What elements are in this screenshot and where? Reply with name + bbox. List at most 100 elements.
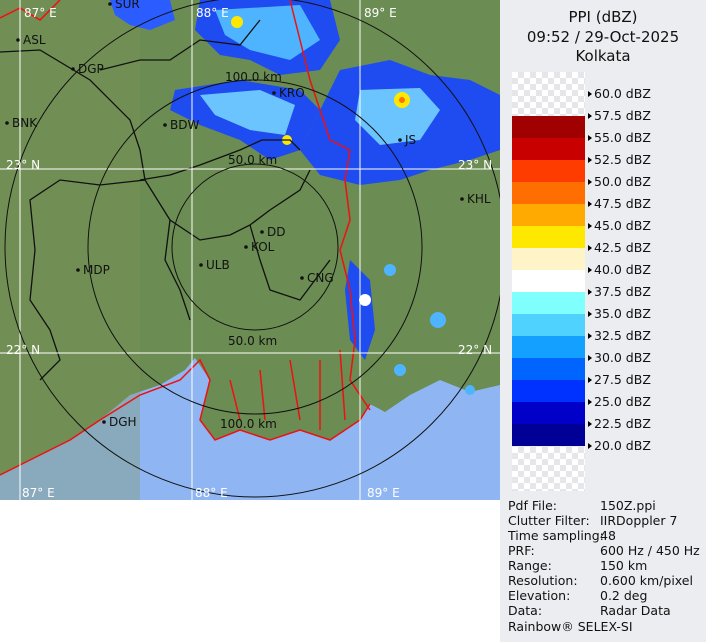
info-row: Clutter Filter: IIRDoppler 7 xyxy=(508,513,677,528)
info-key: PRF: xyxy=(508,543,535,558)
info-row: Elevation: 0.2 deg xyxy=(508,588,647,603)
legend-swatch xyxy=(512,336,585,358)
legend-label: 37.5 dBZ xyxy=(588,285,651,299)
place-dot-icon xyxy=(244,245,248,249)
place-label: DGH xyxy=(109,415,137,429)
info-key: Pdf File: xyxy=(508,498,557,513)
place-label: DGP xyxy=(78,62,104,76)
legend-panel: PPI (dBZ) 09:52 / 29-Oct-2025 Kolkata 60… xyxy=(500,0,706,642)
tick-marker-icon xyxy=(588,245,592,251)
ring-label: 100.0 km xyxy=(220,417,277,431)
legend-label-text: 37.5 dBZ xyxy=(594,284,651,299)
legend-label-text: 47.5 dBZ xyxy=(594,196,651,211)
ring-label: 50.0 km xyxy=(228,334,277,348)
place-label: ULB xyxy=(206,258,230,272)
legend-label: 55.0 dBZ xyxy=(588,131,651,145)
tick-marker-icon xyxy=(588,267,592,273)
tick-marker-icon xyxy=(588,421,592,427)
legend-label: 47.5 dBZ xyxy=(588,197,651,211)
legend-swatch xyxy=(512,116,585,138)
place-marker: CNG xyxy=(300,271,334,285)
legend-label-text: 22.5 dBZ xyxy=(594,416,651,431)
legend-label-text: 40.0 dBZ xyxy=(594,262,651,277)
lon-label: 87° E xyxy=(22,486,55,500)
product-title: PPI (dBZ) xyxy=(568,8,638,26)
legend-label-text: 50.0 dBZ xyxy=(594,174,651,189)
legend-below-range xyxy=(512,447,585,491)
legend-label: 60.0 dBZ xyxy=(588,87,651,101)
info-row: Range: 150 km xyxy=(508,558,647,573)
tick-marker-icon xyxy=(588,355,592,361)
tick-marker-icon xyxy=(588,377,592,383)
legend-above-range xyxy=(512,72,585,116)
place-dot-icon xyxy=(460,197,464,201)
legend-swatch xyxy=(512,204,585,226)
place-label: CNG xyxy=(307,271,334,285)
info-value: Radar Data xyxy=(600,603,671,618)
info-row: PRF: 600 Hz / 450 Hz xyxy=(508,543,700,558)
range-rings xyxy=(4,0,500,498)
legend-label: 45.0 dBZ xyxy=(588,219,651,233)
legend-swatch xyxy=(512,138,585,160)
place-marker: KOL xyxy=(244,240,275,254)
lat-label: 23° N xyxy=(6,158,40,172)
legend-label: 22.5 dBZ xyxy=(588,417,651,431)
legend-swatch xyxy=(512,402,585,424)
info-value: 150 km xyxy=(600,558,648,573)
info-value: 150Z.ppi xyxy=(600,498,656,513)
legend-label: 42.5 dBZ xyxy=(588,241,651,255)
legend-swatch xyxy=(512,424,585,446)
grid-labels: 87° E 88° E 89° E 87° E 88° E 89° E 23° … xyxy=(6,6,492,500)
place-marker: DGP xyxy=(71,62,104,76)
legend-label: 35.0 dBZ xyxy=(588,307,651,321)
tick-marker-icon xyxy=(588,157,592,163)
tick-marker-icon xyxy=(588,179,592,185)
legend-swatch xyxy=(512,182,585,204)
place-marker: BNK xyxy=(5,116,38,130)
legend-swatch xyxy=(512,248,585,270)
lon-label: 89° E xyxy=(364,6,397,20)
place-marker: DD xyxy=(260,225,285,239)
legend-label: 52.5 dBZ xyxy=(588,153,651,167)
place-marker: SUR xyxy=(108,0,140,11)
place-dot-icon xyxy=(300,276,304,280)
place-dot-icon xyxy=(163,123,167,127)
place-dot-icon xyxy=(71,67,75,71)
place-label: KRO xyxy=(279,86,305,100)
legend-swatch xyxy=(512,160,585,182)
legend-swatch xyxy=(512,358,585,380)
tick-marker-icon xyxy=(588,311,592,317)
tick-marker-icon xyxy=(588,113,592,119)
info-value: 48 xyxy=(600,528,616,543)
tick-marker-icon xyxy=(588,399,592,405)
info-value: 0.600 km/pixel xyxy=(600,573,693,588)
legend-swatch xyxy=(512,292,585,314)
tick-marker-icon xyxy=(588,443,592,449)
place-marker: KRO xyxy=(272,86,305,100)
place-dot-icon xyxy=(398,138,402,142)
tick-marker-icon xyxy=(588,91,592,97)
tick-marker-icon xyxy=(588,135,592,141)
place-label: BNK xyxy=(12,116,38,130)
lon-label: 89° E xyxy=(367,486,400,500)
ring-labels: 100.0 km 50.0 km 50.0 km 100.0 km xyxy=(220,70,282,431)
tick-marker-icon xyxy=(588,333,592,339)
place-label: JS xyxy=(404,133,416,147)
lat-label: 22° N xyxy=(458,343,492,357)
info-key: Time sampling: xyxy=(508,528,604,543)
legend-label-text: 30.0 dBZ xyxy=(594,350,651,365)
tick-marker-icon xyxy=(588,223,592,229)
place-marker: BDW xyxy=(163,118,199,132)
info-value: IIRDoppler 7 xyxy=(600,513,678,528)
place-dot-icon xyxy=(199,263,203,267)
place-label: DD xyxy=(267,225,285,239)
legend-label: 50.0 dBZ xyxy=(588,175,651,189)
info-key: Data: xyxy=(508,603,543,618)
legend-swatch xyxy=(512,380,585,402)
lat-label: 23° N xyxy=(458,158,492,172)
lon-label: 88° E xyxy=(195,486,228,500)
terrain-shade xyxy=(0,0,140,500)
tick-marker-icon xyxy=(588,201,592,207)
legend-label-text: 52.5 dBZ xyxy=(594,152,651,167)
